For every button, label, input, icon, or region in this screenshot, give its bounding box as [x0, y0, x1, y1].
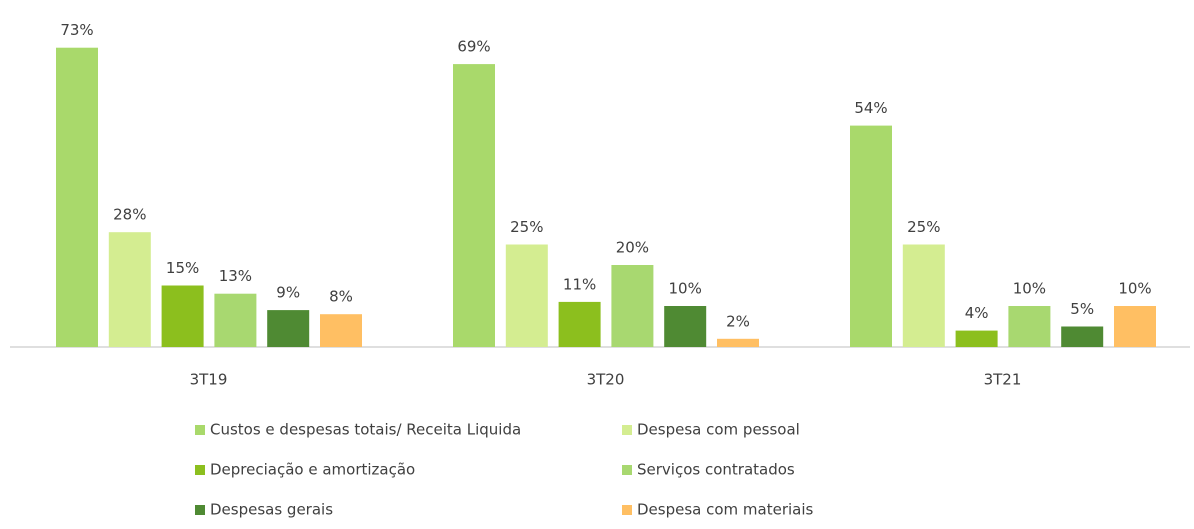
bar: [505, 244, 548, 347]
bar: [267, 310, 310, 347]
legend-swatch: [195, 505, 205, 515]
bar: [850, 125, 892, 347]
bar: [664, 306, 707, 347]
data-label: 9%: [276, 284, 300, 302]
data-label: 2%: [726, 312, 750, 330]
data-label: 69%: [457, 38, 490, 56]
data-label: 4%: [965, 304, 989, 322]
bar: [56, 47, 98, 347]
bar: [453, 64, 495, 347]
bar: [320, 314, 362, 347]
bar: [1008, 306, 1051, 347]
bar: [611, 265, 654, 347]
data-label: 54%: [854, 99, 887, 117]
legend-swatch: [195, 425, 205, 435]
bar: [1114, 306, 1156, 347]
legend-label: Custos e despesas totais/ Receita Liquid…: [210, 421, 521, 439]
x-tick-label: 3T20: [587, 371, 625, 389]
legend-swatch: [622, 425, 632, 435]
data-label: 13%: [219, 267, 252, 285]
data-label: 11%: [563, 275, 596, 293]
legend-label: Serviços contratados: [637, 461, 795, 479]
data-label: 28%: [113, 206, 146, 224]
data-label: 5%: [1070, 300, 1094, 318]
x-tick-label: 3T21: [984, 371, 1022, 389]
legend-swatch: [195, 465, 205, 475]
bar: [108, 232, 151, 347]
data-label: 25%: [510, 218, 543, 236]
data-label: 15%: [166, 259, 199, 277]
legend-label: Despesas gerais: [210, 501, 333, 519]
data-label: 8%: [329, 288, 353, 306]
data-label: 10%: [669, 280, 702, 298]
data-label: 20%: [616, 239, 649, 257]
bar: [214, 293, 257, 347]
legend-label: Despesa com materiais: [637, 501, 814, 519]
data-label: 10%: [1013, 280, 1046, 298]
bar: [558, 301, 601, 347]
x-tick-label: 3T19: [190, 371, 228, 389]
bar: [717, 338, 759, 347]
data-label: 25%: [907, 218, 940, 236]
data-label: 73%: [60, 21, 93, 39]
legend-label: Despesa com pessoal: [637, 421, 800, 439]
legend-swatch: [622, 465, 632, 475]
bar: [161, 285, 204, 347]
legend-label: Depreciação e amortização: [210, 461, 415, 479]
bar: [955, 330, 998, 347]
legend-swatch: [622, 505, 632, 515]
data-label: 10%: [1118, 280, 1151, 298]
bar: [902, 244, 945, 347]
bar: [1061, 326, 1104, 347]
